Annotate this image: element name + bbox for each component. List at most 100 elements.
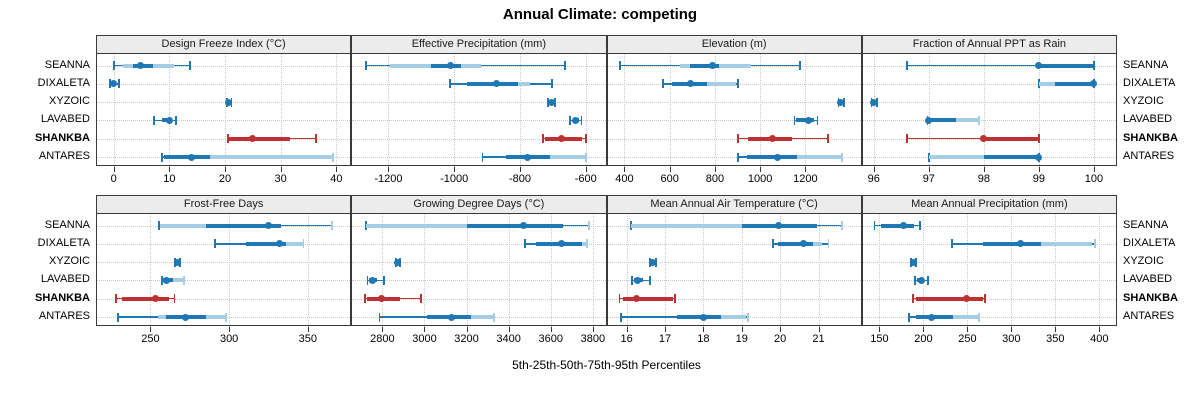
whisker-cap (189, 61, 192, 70)
whisker-line (906, 137, 1039, 140)
gridline-row (862, 83, 1116, 85)
gridline-row (352, 298, 606, 300)
percentile-band-light (928, 155, 984, 159)
whisker-cap (906, 134, 909, 144)
axis-tick-label: 20 (218, 173, 232, 185)
gridline-row (607, 120, 861, 122)
whisker-cap (1038, 134, 1041, 144)
whisker-cap (161, 152, 163, 162)
percentile-band-light (518, 81, 530, 86)
panel-3: Fraction of Annual PPT as Rain (861, 35, 1117, 167)
whisker-cap (183, 275, 185, 285)
whisker-cap (793, 115, 796, 125)
site-label-left: SEANNA (44, 58, 90, 71)
whisker-cap (523, 239, 526, 249)
gridline-vertical (624, 54, 626, 167)
whisker-cap (927, 275, 930, 285)
axis-tick-label: 3200 (454, 333, 479, 345)
median-dot (137, 62, 145, 69)
axis-tick-label: -1000 (440, 173, 469, 185)
axis-tick-label: 3000 (412, 333, 437, 345)
gridline-vertical (113, 54, 115, 167)
site-label-right: SHANKBA (1123, 291, 1178, 304)
median-dot (686, 80, 694, 88)
gridline-vertical (741, 214, 743, 327)
percentile-band-light (630, 223, 742, 228)
axis-tick (1055, 327, 1057, 332)
axis-tick (225, 167, 227, 172)
median-dot (1035, 153, 1043, 161)
site-label-left: SEANNA (44, 218, 90, 231)
median-dot (249, 135, 257, 143)
gridline-vertical (1011, 214, 1013, 327)
percentile-band-light (953, 315, 978, 319)
median-dot (805, 116, 813, 124)
median-dot (188, 153, 196, 161)
gridline-row (607, 262, 861, 264)
whisker-cap (737, 79, 739, 89)
axis-tick-label: 600 (660, 173, 679, 185)
site-label-left: LAVABED (40, 113, 90, 126)
site-label-left: XYZOIC (49, 255, 90, 268)
whisker-cap (331, 152, 334, 162)
whisker-cap (841, 152, 843, 162)
percentile-band (676, 315, 721, 319)
median-dot (181, 313, 189, 321)
axis-tick (585, 167, 587, 172)
whisker-cap (662, 79, 665, 89)
axis-tick (382, 327, 384, 332)
whisker-cap (378, 312, 381, 322)
whisker-cap (906, 61, 909, 70)
gridline-vertical (382, 214, 384, 327)
gridline-vertical (626, 214, 628, 327)
whisker-cap (419, 294, 422, 304)
axis-tick (928, 167, 930, 172)
panel-0: Design Freeze Index (°C) (96, 35, 352, 167)
axis-tick-label: 200 (914, 333, 933, 345)
median-dot (557, 240, 565, 248)
gridline-row (862, 317, 1116, 318)
panel-strip-title: Effective Precipitation (mm) (352, 36, 606, 54)
whisker-cap (115, 294, 118, 304)
median-dot (799, 240, 807, 248)
gridline-vertical (967, 214, 969, 327)
percentile-band (163, 155, 210, 159)
axis-tick (336, 167, 338, 172)
gridline-row (607, 243, 861, 245)
gridline-vertical (760, 54, 762, 167)
gridline-vertical (1099, 214, 1101, 327)
median-dot (774, 222, 782, 229)
axis-tick-label: 40 (330, 173, 343, 185)
axis-tick-label: 3400 (496, 333, 521, 345)
whisker-cap (816, 115, 819, 125)
percentile-band (746, 155, 798, 159)
site-label-right: ANTARES (1123, 310, 1175, 322)
median-dot (548, 98, 556, 106)
percentile-band (205, 223, 282, 228)
gridline-vertical (983, 54, 985, 167)
median-dot (162, 276, 170, 284)
axis-tick-label: 96 (867, 173, 880, 185)
whisker-cap (563, 61, 566, 70)
gridline-row (607, 102, 861, 104)
axis-tick (923, 327, 925, 332)
percentile-band-light (172, 278, 184, 283)
whisker-cap (799, 61, 801, 70)
median-dot (918, 276, 926, 284)
whisker-cap (649, 275, 651, 285)
gridline-row (97, 83, 351, 85)
axis-tick (550, 327, 552, 332)
whisker-cap (315, 134, 318, 144)
axis-tick-label: 99 (1032, 173, 1046, 185)
median-dot (709, 62, 717, 69)
percentile-band-light (720, 315, 746, 319)
panel-plot-area (97, 214, 351, 327)
gridline-vertical (229, 214, 231, 327)
gridline-vertical (169, 54, 171, 167)
median-dot (377, 295, 385, 303)
gridline-row (352, 102, 606, 104)
axis-tick (983, 167, 985, 172)
median-dot (166, 116, 174, 124)
axis-tick (873, 167, 875, 172)
